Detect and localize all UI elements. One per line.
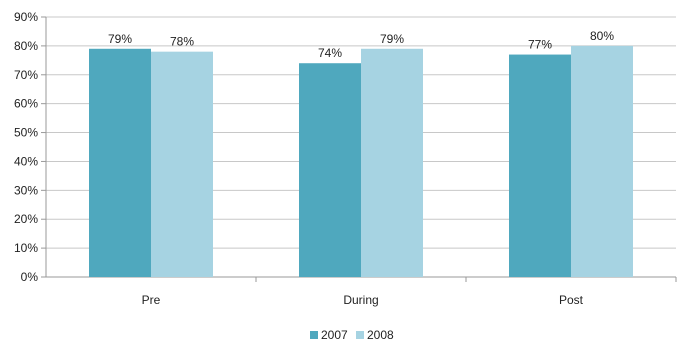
data-labels: 79% 78% 74% 79% 77% 80%	[108, 29, 614, 60]
category-label: Post	[559, 293, 584, 307]
y-tick-label: 60%	[14, 97, 38, 111]
data-label: 77%	[528, 38, 552, 52]
y-tick-label: 30%	[14, 183, 38, 197]
bar-2007-post	[509, 54, 571, 277]
y-tick-label: 50%	[14, 126, 38, 140]
legend-swatch-2007	[310, 331, 318, 339]
bars	[89, 45, 633, 278]
bar-2007-pre	[89, 48, 151, 278]
y-tick-label: 20%	[14, 212, 38, 226]
y-tick-label: 90%	[14, 10, 38, 24]
y-tick-label: 10%	[14, 241, 38, 255]
y-axis-tick-labels: 0% 10% 20% 30% 40% 50% 60% 70% 80% 90%	[14, 10, 38, 284]
y-tick-label: 40%	[14, 154, 38, 168]
data-label: 74%	[318, 46, 342, 60]
bar-2008-pre	[151, 51, 213, 277]
bar-2008-post	[571, 45, 633, 278]
category-label: During	[343, 293, 378, 307]
data-label: 78%	[170, 35, 194, 49]
y-tick-label: 0%	[21, 270, 39, 284]
category-label: Pre	[142, 293, 161, 307]
category-labels: Pre During Post	[142, 293, 584, 307]
data-label: 80%	[590, 29, 614, 43]
legend-label: 2008	[367, 328, 394, 342]
y-tick-label: 70%	[14, 68, 38, 82]
y-tick-label: 80%	[14, 39, 38, 53]
legend: 2007 2008	[310, 328, 394, 342]
data-label: 79%	[380, 32, 404, 46]
data-label: 79%	[108, 32, 132, 46]
bar-2007-during	[299, 63, 361, 277]
legend-swatch-2008	[356, 331, 364, 339]
bar-2008-during	[361, 48, 423, 278]
legend-label: 2007	[321, 328, 348, 342]
